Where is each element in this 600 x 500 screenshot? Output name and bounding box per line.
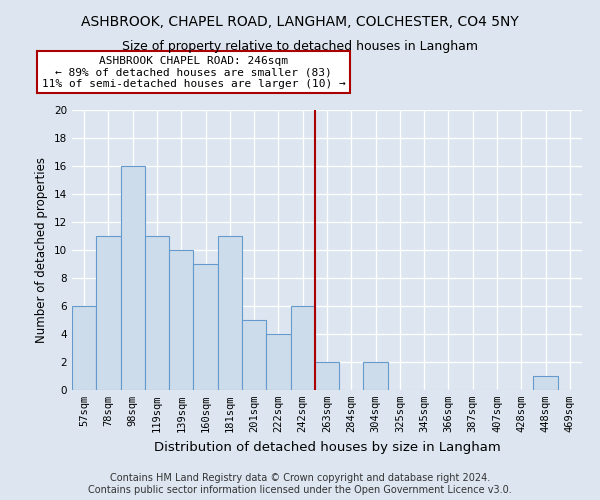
Bar [290, 306, 315, 390]
Text: ASHBROOK, CHAPEL ROAD, LANGHAM, COLCHESTER, CO4 5NY: ASHBROOK, CHAPEL ROAD, LANGHAM, COLCHEST… [81, 15, 519, 29]
X-axis label: Distribution of detached houses by size in Langham: Distribution of detached houses by size … [154, 440, 500, 454]
Bar [193, 264, 218, 390]
Bar [218, 236, 242, 390]
Bar [72, 306, 96, 390]
Bar [121, 166, 145, 390]
Bar [169, 250, 193, 390]
Y-axis label: Number of detached properties: Number of detached properties [35, 157, 49, 343]
Bar [145, 236, 169, 390]
Bar [96, 236, 121, 390]
Text: Contains HM Land Registry data © Crown copyright and database right 2024.
Contai: Contains HM Land Registry data © Crown c… [88, 474, 512, 495]
Text: ASHBROOK CHAPEL ROAD: 246sqm
← 89% of detached houses are smaller (83)
11% of se: ASHBROOK CHAPEL ROAD: 246sqm ← 89% of de… [41, 56, 346, 89]
Bar [242, 320, 266, 390]
Bar [364, 362, 388, 390]
Bar [533, 376, 558, 390]
Bar [315, 362, 339, 390]
Text: Size of property relative to detached houses in Langham: Size of property relative to detached ho… [122, 40, 478, 53]
Bar [266, 334, 290, 390]
